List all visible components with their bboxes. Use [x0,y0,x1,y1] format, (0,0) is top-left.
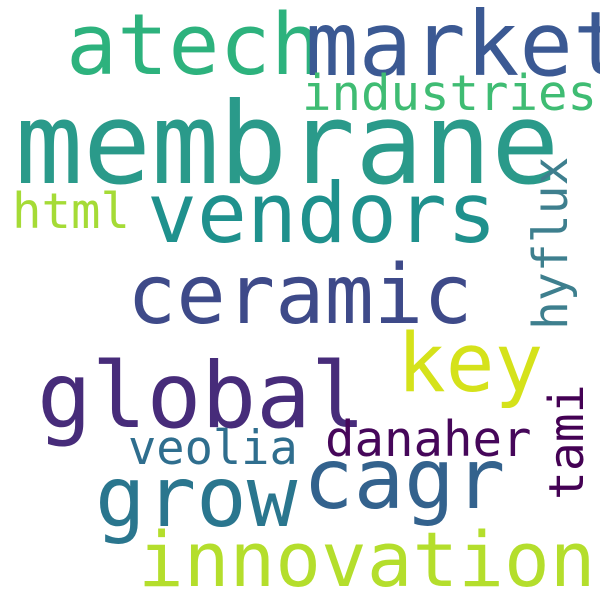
word-market: market [305,0,600,96]
word-vendors: vendors [147,165,497,262]
word-ceramic: ceramic [127,248,473,343]
word-key: key [397,317,544,411]
word-global: global [37,344,366,449]
word-tami: tami [539,384,595,500]
word-membrane: membrane [15,78,560,210]
word-html: html [12,183,131,240]
word-atech: atech [66,0,322,95]
word-cagr: cagr [303,430,506,528]
word-hyflux: hyflux [523,156,579,330]
word-danaher: danaher [325,411,532,468]
word-veolia: veolia [128,421,298,476]
word-innovations: innovations [138,515,600,600]
word-industries: industries [302,65,598,122]
word-grow: grow [95,448,298,546]
